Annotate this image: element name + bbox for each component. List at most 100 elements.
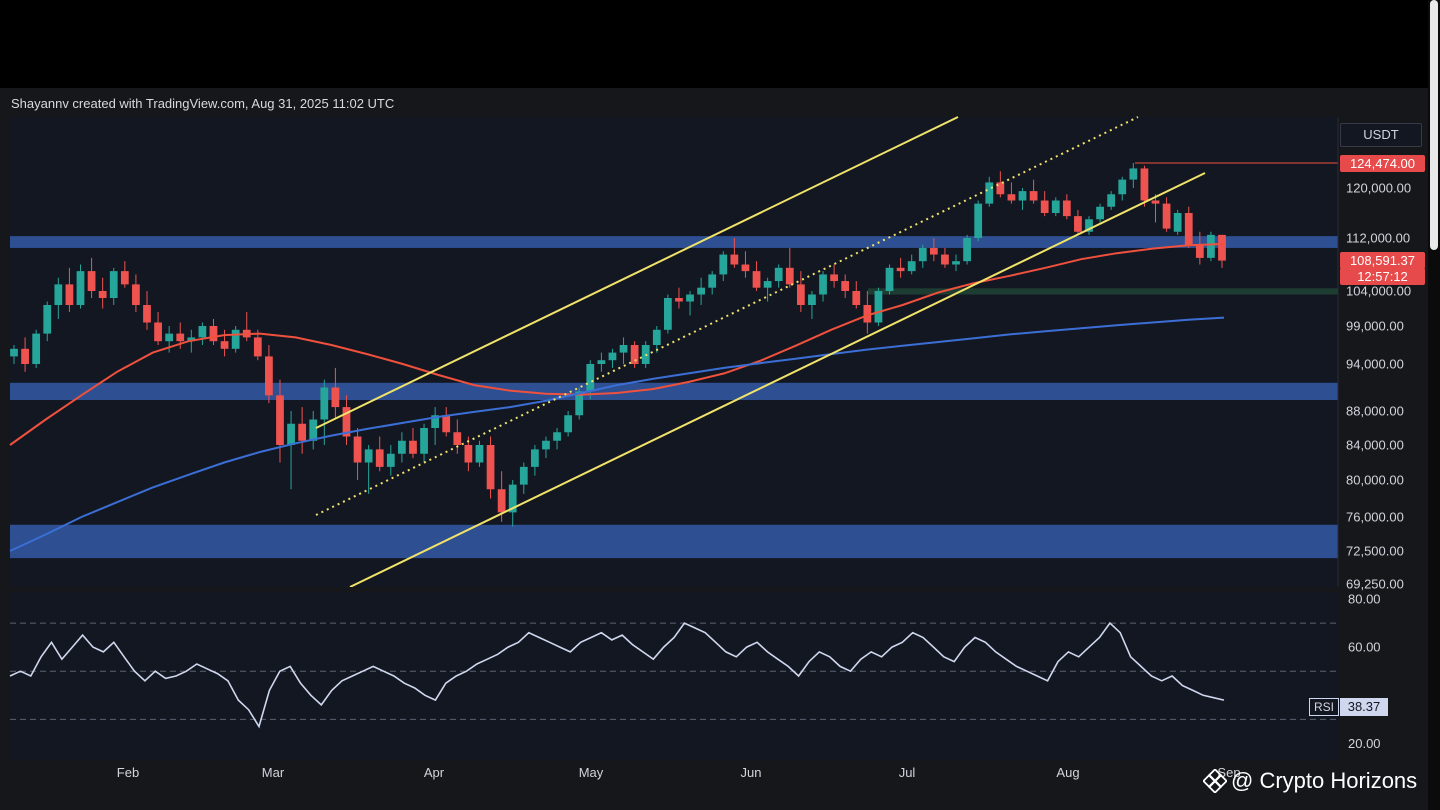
zone-1 — [10, 382, 1338, 401]
time-tick-label: Jul — [899, 765, 916, 780]
rsi-levels-layer — [10, 622, 1338, 720]
candle-body — [353, 436, 362, 463]
candle-body — [675, 298, 683, 302]
price-tick-label: 84,000.00 — [1346, 438, 1404, 453]
rsi-label: RSI — [1309, 698, 1339, 716]
candle-body — [342, 407, 351, 437]
rsi-tick-label: 60.00 — [1348, 640, 1381, 655]
candle-body — [1195, 244, 1204, 258]
candle-body — [575, 391, 584, 416]
candle-body — [863, 305, 872, 323]
candle-body — [586, 364, 595, 392]
candle-body — [652, 329, 661, 345]
candle-body — [630, 345, 639, 364]
scrollbar-thumb[interactable] — [1430, 0, 1438, 250]
price-tick-label: 80,000.00 — [1346, 473, 1404, 488]
binance-diamond-icon — [1203, 769, 1227, 793]
candle-body — [154, 322, 162, 342]
page-scrollbar[interactable] — [1428, 0, 1440, 810]
channel-line-2 — [349, 172, 1206, 588]
time-axis-ticks: Feb Mar Apr May Jun Jul Aug Sep — [117, 765, 1241, 780]
price-tick-label: 112,000.00 — [1346, 231, 1410, 246]
candle-body — [1096, 206, 1104, 220]
candle-body — [608, 352, 617, 361]
candle-body — [974, 203, 983, 238]
candle-body — [87, 271, 96, 291]
candle-body — [231, 329, 240, 349]
rsi-tick-label: 80.00 — [1348, 592, 1381, 607]
channel-line-0 — [315, 116, 959, 429]
channel-lines-layer — [315, 116, 1206, 588]
candle-body — [409, 440, 417, 454]
candle-body — [1040, 200, 1049, 213]
candle-body — [32, 333, 41, 364]
candle-body — [752, 271, 761, 288]
rsi-tick-label: 20.00 — [1348, 736, 1381, 751]
watermark: @ Crypto Horizons — [1203, 768, 1417, 794]
candle-body — [929, 247, 938, 255]
rsi-axis-ticks: 80.00 60.00 20.00 — [1348, 592, 1381, 751]
candle-body — [176, 333, 185, 342]
candle-body — [331, 387, 340, 408]
price-tick-label: 69,250.00 — [1346, 577, 1404, 592]
candle-body — [1029, 191, 1038, 201]
candle-body — [885, 267, 894, 291]
countdown-badge: 12:57:12 — [1340, 268, 1425, 285]
candle-body — [109, 271, 118, 298]
candle-body — [663, 298, 672, 330]
candle-body — [896, 267, 905, 272]
candle-body — [132, 284, 140, 305]
currency-button[interactable]: USDT — [1340, 123, 1422, 147]
candle-body — [774, 267, 783, 282]
price-tick-label: 120,000.00 — [1346, 181, 1411, 196]
candle-body — [708, 274, 717, 288]
candle-body — [43, 305, 52, 334]
candle-body — [553, 432, 561, 441]
zone-3 — [868, 288, 1338, 295]
candle-body — [209, 326, 218, 342]
rsi-pane — [9, 592, 1338, 760]
price-axis-ticks: 120,000.00 112,000.00 104,000.00 99,000.00 9… — [1346, 181, 1411, 592]
candle-body — [542, 440, 550, 450]
candle-body — [519, 466, 528, 485]
watermark-text: @ Crypto Horizons — [1231, 768, 1418, 793]
candle-body — [420, 428, 428, 454]
zone-2 — [10, 524, 1338, 559]
candle-body — [165, 333, 174, 342]
candle-body — [952, 261, 960, 265]
candle-body — [830, 274, 838, 282]
candle-body — [564, 415, 573, 433]
candle-body — [475, 445, 484, 463]
candle-body — [464, 445, 473, 463]
candle-body — [1007, 194, 1016, 201]
candle-body — [98, 291, 107, 298]
candle-body — [265, 356, 273, 396]
time-tick-label: Apr — [424, 765, 445, 780]
candle-body — [375, 449, 384, 467]
channel-line-1 — [315, 116, 1139, 516]
candle-body — [54, 284, 63, 305]
moving-average-1 — [9, 316, 1225, 552]
top-black-bar — [0, 0, 1440, 88]
candle-body — [497, 489, 506, 513]
candle-body — [819, 274, 827, 295]
candle-body — [597, 360, 606, 364]
candle-body — [453, 432, 462, 445]
price-pane-background — [10, 117, 1338, 587]
candle-body — [697, 287, 705, 295]
candle-body — [1051, 200, 1060, 213]
candle-body — [1018, 191, 1027, 201]
candle-body — [907, 261, 916, 272]
candle-body — [1140, 168, 1149, 201]
price-tick-label: 99,000.00 — [1346, 319, 1404, 334]
candle-body — [531, 449, 539, 467]
time-tick-label: Jun — [741, 765, 762, 780]
candle-body — [276, 395, 284, 445]
candle-body — [287, 423, 295, 445]
candle-body — [996, 182, 1005, 195]
candle-body — [985, 182, 994, 204]
zones-layer — [10, 236, 1338, 559]
rsi-pane-background — [10, 592, 1338, 760]
candle-body — [1129, 168, 1138, 180]
candle-body — [808, 294, 816, 305]
